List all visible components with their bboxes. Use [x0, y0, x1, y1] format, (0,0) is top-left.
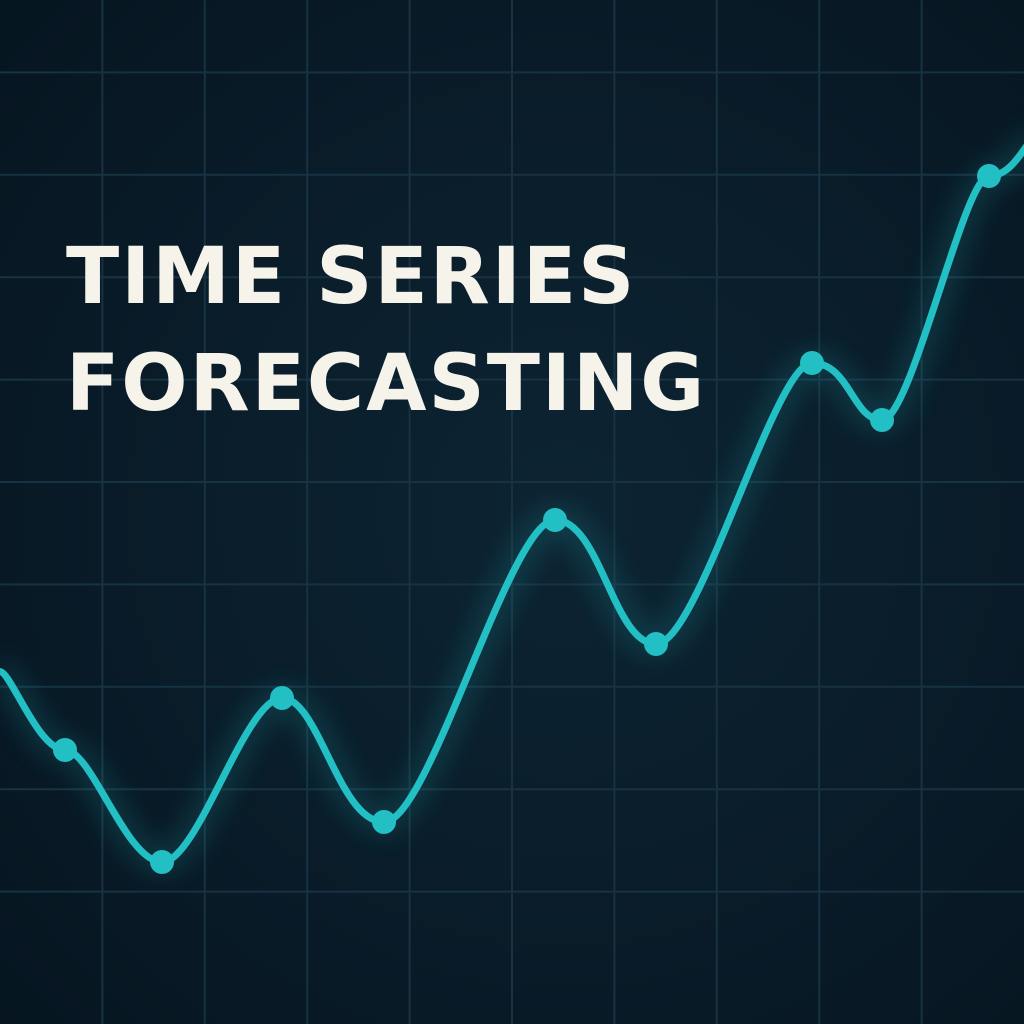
point — [270, 686, 294, 710]
point — [543, 508, 567, 532]
point — [372, 810, 396, 834]
point — [53, 738, 77, 762]
point — [800, 351, 824, 375]
chart-title: TIME SERIES — [66, 232, 636, 322]
point — [150, 850, 174, 874]
chart-title: FORECASTING — [66, 339, 706, 429]
point — [977, 164, 1001, 188]
point — [870, 408, 894, 432]
point — [644, 632, 668, 656]
